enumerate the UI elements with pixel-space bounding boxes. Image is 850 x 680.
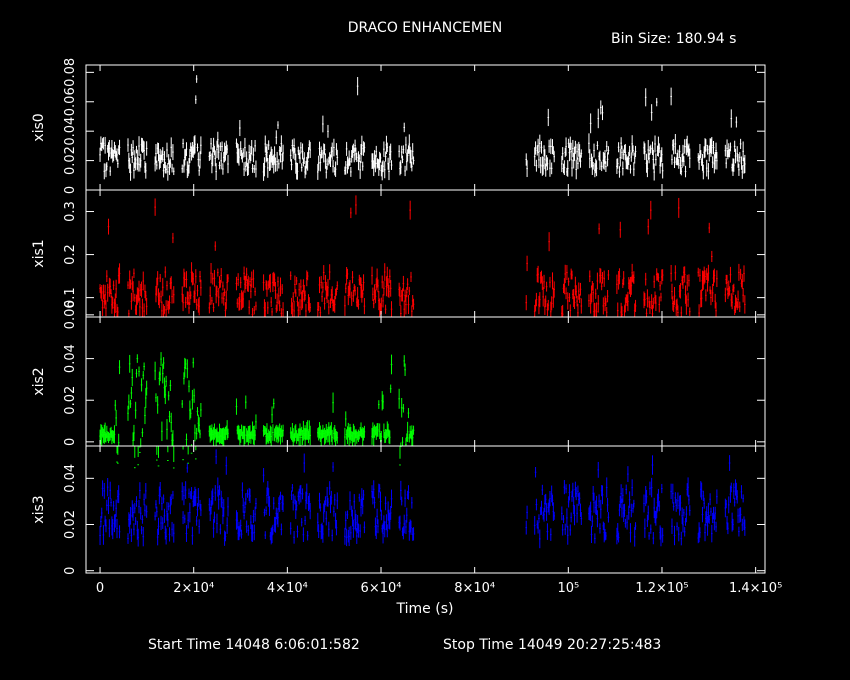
- xis0-ytick-label: 0.08: [63, 58, 78, 87]
- xis3-panel-frame: [85, 445, 766, 574]
- xis1-ytick-label: 0.06: [63, 300, 78, 329]
- xis2-ytick-label: 0.04: [63, 344, 78, 373]
- xis0-ytick-label: 0.02: [63, 146, 78, 175]
- xis2-ylabel: xis2: [31, 367, 47, 395]
- xis3-ytick-label: 0.04: [63, 464, 78, 493]
- xis0-series: [99, 75, 746, 181]
- xis3-ytick-label: 0.02: [63, 510, 78, 539]
- xis3-ylabel: xis3: [31, 495, 47, 523]
- x-tick-label: 1.2×10⁵: [635, 581, 688, 596]
- xis0-ytick-label: 0: [63, 186, 78, 194]
- chart-title: DRACO ENHANCEMEN: [347, 20, 503, 36]
- x-tick-label: 8×10⁴: [454, 581, 495, 596]
- xis2-panel-frame: [85, 316, 766, 447]
- x-tick-label: 4×10⁴: [267, 581, 308, 596]
- start-time-label: Start Time 14048 6:06:01:582: [148, 637, 360, 653]
- xis1-ytick-label: 0.1: [63, 287, 78, 308]
- xis3-series: [99, 449, 746, 549]
- xis3-ytick-label: 0: [63, 567, 78, 575]
- x-tick-label: 10⁵: [557, 581, 579, 596]
- xis0-ylabel: xis0: [31, 113, 47, 141]
- xis0-ytick-label: 0.04: [63, 117, 78, 146]
- xis0-ytick-label: 0.06: [63, 87, 78, 116]
- x-tick-label: 1.4×10⁵: [729, 581, 782, 596]
- xis2-ytick-label: 0.02: [63, 386, 78, 415]
- xis1-ytick-label: 0.3: [63, 201, 78, 222]
- bin-size-label: Bin Size: 180.94 s: [611, 31, 737, 47]
- x-tick-label: 6×10⁴: [361, 581, 402, 596]
- x-tick-label: 2×10⁴: [173, 581, 214, 596]
- xis1-ytick-label: 0.2: [63, 244, 78, 265]
- xis2-series: [99, 352, 415, 469]
- xis1-ylabel: xis1: [31, 239, 47, 267]
- xis1-series: [99, 195, 746, 317]
- xis2-ytick-label: 0: [63, 438, 78, 446]
- x-tick-label: 0: [96, 581, 104, 596]
- stop-time-label: Stop Time 14049 20:27:25:483: [443, 637, 662, 653]
- x-axis-label: Time (s): [396, 601, 454, 617]
